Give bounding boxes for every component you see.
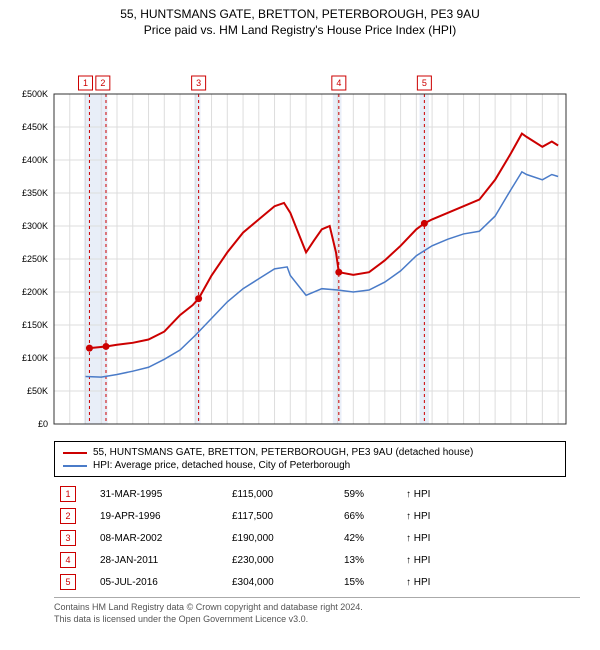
event-price: £115,000	[226, 483, 338, 505]
event-row: 2 19-APR-1996£117,50066%↑ HPI	[54, 505, 580, 527]
event-price: £304,000	[226, 571, 338, 593]
y-tick-label: £300K	[22, 221, 48, 231]
event-number-box: 3	[60, 530, 76, 546]
marker-box-label: 1	[83, 78, 88, 88]
y-tick-label: £450K	[22, 122, 48, 132]
event-date: 08-MAR-2002	[94, 527, 226, 549]
event-num: 5	[54, 571, 94, 593]
marker-box-label: 4	[336, 78, 341, 88]
event-pct: 15%	[338, 571, 400, 593]
legend-label: 55, HUNTSMANS GATE, BRETTON, PETERBOROUG…	[93, 447, 473, 458]
y-tick-label: £350K	[22, 188, 48, 198]
event-number-box: 5	[60, 574, 76, 590]
series-property	[89, 134, 558, 349]
legend-row: HPI: Average price, detached house, City…	[63, 459, 557, 472]
data-point	[102, 343, 109, 350]
event-num: 2	[54, 505, 94, 527]
y-tick-label: £500K	[22, 89, 48, 99]
event-rel: ↑ HPI	[400, 505, 580, 527]
event-number-box: 1	[60, 486, 76, 502]
marker-box-label: 5	[422, 78, 427, 88]
marker-box-label: 3	[196, 78, 201, 88]
data-point	[195, 295, 202, 302]
event-date: 28-JAN-2011	[94, 549, 226, 571]
price-chart: £0 £50K £100K £150K £200K £250K £300K £350K £400…	[0, 38, 600, 428]
data-point	[421, 220, 428, 227]
event-rel: ↑ HPI	[400, 527, 580, 549]
event-row: 1 31-MAR-1995£115,00059%↑ HPI	[54, 483, 580, 505]
event-price: £117,500	[226, 505, 338, 527]
event-date: 19-APR-1996	[94, 505, 226, 527]
y-tick-label: £50K	[27, 386, 48, 396]
events-table: 131-MAR-1995£115,00059%↑ HPI219-APR-1996…	[54, 483, 580, 593]
y-tick-label: £150K	[22, 320, 48, 330]
event-pct: 66%	[338, 505, 400, 527]
event-price: £230,000	[226, 549, 338, 571]
footer-line-1: Contains HM Land Registry data © Crown c…	[54, 602, 580, 614]
event-pct: 13%	[338, 549, 400, 571]
data-point	[86, 345, 93, 352]
y-tick-label: £200K	[22, 287, 48, 297]
event-number-box: 4	[60, 552, 76, 568]
footer-line-2: This data is licensed under the Open Gov…	[54, 614, 580, 626]
event-rel: ↑ HPI	[400, 571, 580, 593]
legend-row: 55, HUNTSMANS GATE, BRETTON, PETERBOROUG…	[63, 446, 557, 459]
chart-container: { "title_line1": "55, HUNTSMANS GATE, BR…	[0, 0, 600, 650]
legend-swatch	[63, 452, 87, 454]
event-row: 4 28-JAN-2011£230,00013%↑ HPI	[54, 549, 580, 571]
data-point	[335, 269, 342, 276]
title-line-2: Price paid vs. HM Land Registry's House …	[0, 22, 600, 38]
event-row: 5 05-JUL-2016£304,00015%↑ HPI	[54, 571, 580, 593]
legend: 55, HUNTSMANS GATE, BRETTON, PETERBOROUG…	[54, 441, 566, 477]
y-tick-label: £100K	[22, 353, 48, 363]
event-price: £190,000	[226, 527, 338, 549]
footer-attribution: Contains HM Land Registry data © Crown c…	[54, 597, 580, 625]
y-tick-label: £0	[38, 419, 48, 428]
event-rel: ↑ HPI	[400, 549, 580, 571]
legend-swatch	[63, 465, 87, 467]
title-line-1: 55, HUNTSMANS GATE, BRETTON, PETERBOROUG…	[0, 6, 600, 22]
chart-title: 55, HUNTSMANS GATE, BRETTON, PETERBOROUG…	[0, 0, 600, 38]
event-row: 3 08-MAR-2002£190,00042%↑ HPI	[54, 527, 580, 549]
y-tick-label: £400K	[22, 155, 48, 165]
marker-box-label: 2	[100, 78, 105, 88]
event-num: 1	[54, 483, 94, 505]
event-pct: 59%	[338, 483, 400, 505]
event-number-box: 2	[60, 508, 76, 524]
event-date: 31-MAR-1995	[94, 483, 226, 505]
legend-label: HPI: Average price, detached house, City…	[93, 460, 350, 471]
event-num: 3	[54, 527, 94, 549]
event-num: 4	[54, 549, 94, 571]
event-date: 05-JUL-2016	[94, 571, 226, 593]
y-tick-label: £250K	[22, 254, 48, 264]
event-pct: 42%	[338, 527, 400, 549]
event-rel: ↑ HPI	[400, 483, 580, 505]
